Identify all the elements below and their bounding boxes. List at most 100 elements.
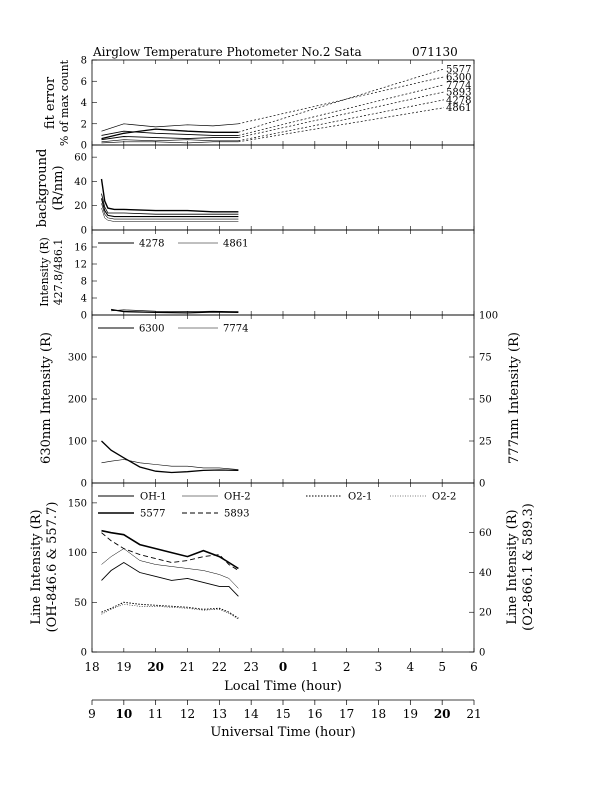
panel-frame-2 (91, 144, 475, 231)
date-code: 071130 (412, 45, 458, 59)
y-tick-label: 20 (74, 201, 87, 212)
y-tick-label-right: 60 (479, 528, 492, 539)
background-line (101, 208, 239, 222)
y-tick-label-right: 0 (479, 648, 485, 659)
line-intensity-right-label: Line Intensity (R) (505, 509, 520, 624)
intensity-line-4861 (111, 309, 239, 312)
universal-time-tick-label: 12 (180, 707, 195, 721)
fit-error-line-4861 (101, 141, 239, 144)
fit-error-series-label-5893: 5893 (446, 87, 471, 98)
y-tick-label: 0 (81, 648, 87, 659)
y-tick-label-right: 25 (479, 437, 492, 448)
line-intensity-label: Line Intensity (R) (29, 509, 44, 624)
legend-label-5577: 5577 (140, 509, 165, 520)
panel3-ylabel: Intensity (R) 427.8/486.1 (38, 237, 65, 307)
fit-error-extension-7774 (238, 84, 445, 136)
universal-time-tick-label: 18 (371, 707, 386, 721)
fit-error-line-4278 (101, 139, 239, 143)
background-line (101, 203, 239, 220)
y-tick-label: 0 (81, 311, 87, 322)
local-time-tick-label: 0 (279, 660, 287, 674)
line-intensity-O2-2 (101, 603, 239, 620)
panel4-ylabel: 630nm Intensity (R) 777nm Intensity (R) (39, 332, 522, 464)
intensity-wavelength-label: 427.8/486.1 (52, 239, 65, 306)
y-tick-label: 8 (81, 56, 87, 67)
intensity-line-7774 (101, 459, 239, 470)
777-intensity-label: 777nm Intensity (R) (507, 332, 522, 464)
y-tick-label: 50 (74, 598, 87, 609)
y-tick-label-right: 100 (479, 311, 498, 322)
local-time-tick-label: 23 (244, 660, 259, 674)
legend-label-O2-1: O2-1 (348, 492, 372, 503)
legend-label-5893: 5893 (224, 509, 249, 520)
legend-label-6300: 6300 (139, 324, 164, 335)
local-time-tick-label: 21 (180, 660, 195, 674)
local-time-tick-label: 22 (212, 660, 227, 674)
fit-error-line-7774 (101, 130, 239, 136)
y-tick-label: 200 (68, 395, 87, 406)
figure-title: Airglow Temperature Photometer No.2 Sata (92, 45, 362, 59)
y-tick-label: 4 (81, 294, 87, 305)
background-unit-label: (R/nm) (51, 165, 66, 210)
fit-error-extension-4278 (238, 99, 445, 142)
local-time-tick-label: 1 (311, 660, 319, 674)
universal-time-label: Universal Time (hour) (210, 725, 355, 740)
fit-error-series-label-4861: 4861 (446, 103, 471, 114)
intensity-label: Intensity (R) (38, 237, 51, 307)
local-time-tick-label: 2 (343, 660, 351, 674)
y-tick-label: 6 (81, 77, 87, 88)
y-tick-label: 0 (81, 479, 87, 490)
background-line (101, 193, 239, 215)
local-time-tick-label: 5 (438, 660, 446, 674)
y-tick-label: 60 (74, 153, 87, 164)
y-tick-label: 150 (68, 498, 87, 509)
y-tick-label-right: 20 (479, 608, 492, 619)
panel-frame-1 (91, 59, 475, 146)
background-label: background (35, 149, 50, 228)
y-tick-label-right: 75 (479, 353, 492, 364)
fit-error-line-6300 (101, 123, 239, 132)
y-tick-label: 0 (81, 141, 87, 152)
universal-time-tick-label: 17 (339, 707, 354, 721)
local-time-tick-label: 18 (84, 660, 99, 674)
line-intensity-5893 (101, 532, 239, 571)
local-time-tick-label: 6 (470, 660, 478, 674)
universal-time-tick-label: 13 (212, 707, 227, 721)
panel1-ylabel: fit error % of max count (43, 59, 71, 146)
fit-error-series-label-6300: 6300 (446, 72, 471, 83)
line-intensity-oh-label: (OH-846.6 & 557.7) (45, 502, 60, 633)
fit-error-extension-4861 (238, 107, 445, 143)
universal-time-tick-label: 14 (244, 707, 260, 721)
local-time-label: Local Time (hour) (224, 679, 342, 694)
universal-time-tick-label: 11 (148, 707, 163, 721)
panel-frame-4 (91, 314, 475, 484)
universal-time-tick-label: 19 (403, 707, 418, 721)
universal-time-tick-label: 9 (88, 707, 96, 721)
background-line (100, 178, 239, 213)
panel2-ylabel: background (R/nm) (35, 149, 66, 228)
intensity-line-6300 (101, 440, 239, 474)
y-tick-label: 12 (74, 260, 87, 271)
y-tick-label-right: 0 (479, 479, 485, 490)
legend-label-O2-2: O2-2 (432, 492, 456, 503)
y-tick-label: 100 (68, 548, 87, 559)
fit-error-extension-5893 (238, 91, 445, 138)
fit-error-line-5893 (101, 136, 239, 141)
y-tick-label: 4 (81, 98, 87, 109)
line-intensity-5577 (101, 529, 239, 570)
y-tick-label: 16 (74, 243, 87, 254)
fit-error-label: fit error (43, 76, 58, 129)
fit-error-line-5577 (101, 128, 239, 140)
legend-label-OH-2: OH-2 (224, 492, 251, 503)
line-intensity-OH-1 (101, 561, 239, 597)
y-tick-label: 0 (81, 226, 87, 237)
local-time-tick-label: 20 (147, 660, 164, 674)
universal-time-tick-label: 15 (275, 707, 290, 721)
legend-label-4278: 4278 (139, 239, 164, 250)
universal-time-tick-label: 20 (434, 707, 451, 721)
line-intensity-OH-2 (101, 548, 239, 589)
background-line (100, 198, 239, 218)
y-tick-label: 2 (81, 119, 87, 130)
line-intensity-O2-1 (101, 601, 239, 619)
